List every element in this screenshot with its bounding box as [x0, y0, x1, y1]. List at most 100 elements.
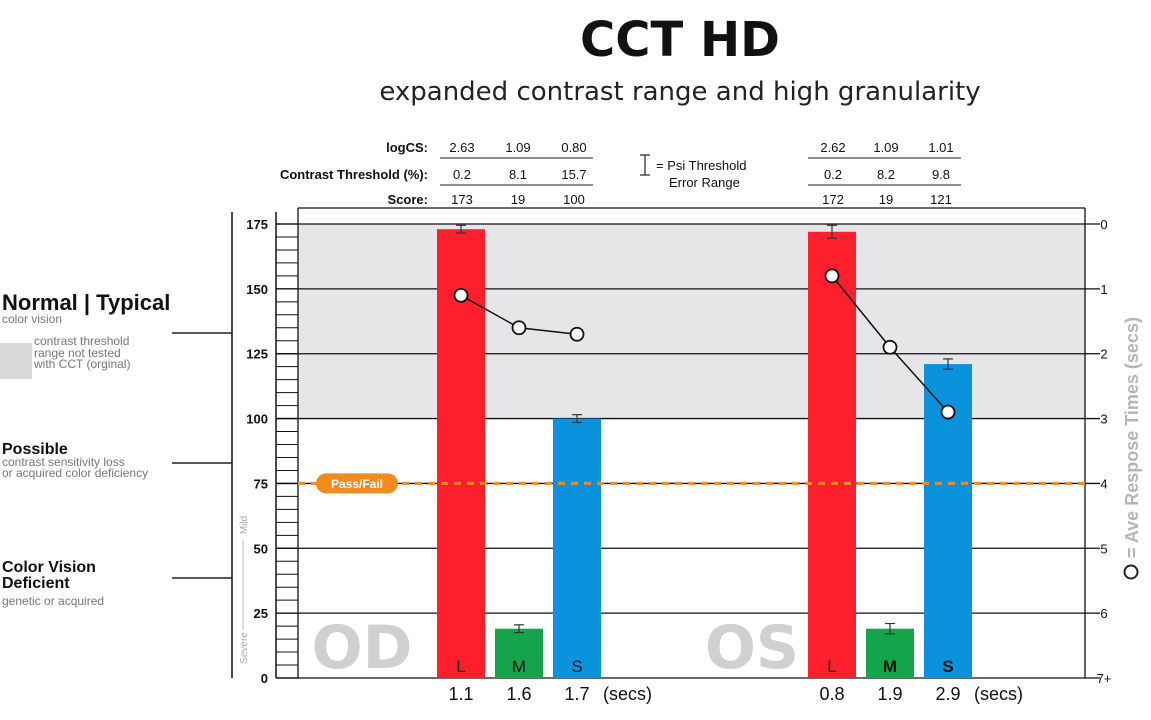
legend-error-range: Error Range — [669, 175, 740, 190]
os-logcs-l: 2.62 — [820, 140, 845, 155]
left-tick-label: 25 — [254, 606, 268, 621]
possible-sub-2: or acquired color deficiency — [2, 466, 148, 480]
response-time-point — [940, 404, 956, 420]
gray-note-1: contrast threshold — [34, 334, 129, 348]
response-time-label: 2.9 — [935, 684, 960, 704]
od-contrast-s: 15.7 — [561, 167, 586, 182]
error-bar — [572, 414, 582, 424]
normal-title: Normal | Typical — [2, 290, 170, 315]
od-score-l: 173 — [451, 192, 473, 207]
od-logcs-l: 2.63 — [449, 140, 474, 155]
od-score-s: 100 — [563, 192, 585, 207]
pass-fail-label: Pass/Fail — [331, 477, 383, 491]
response-time-label: 0.8 — [819, 684, 844, 704]
response-time-label: 1.7 — [564, 684, 589, 704]
os-contrast-s: 9.8 — [932, 167, 950, 182]
error-bar — [827, 224, 837, 239]
right-tick-label: 2 — [1100, 347, 1107, 362]
pass-fail-line: Pass/Fail — [298, 473, 1085, 494]
left-tick-label: 75 — [254, 476, 268, 491]
response-time-point — [511, 320, 527, 336]
gray-swatch — [0, 343, 32, 379]
mild-label: Mild — [239, 516, 250, 534]
row-label-logcs: logCS: — [386, 140, 428, 155]
od-contrast-l: 0.2 — [453, 167, 471, 182]
response-time-icon — [1123, 564, 1139, 580]
os-score-l: 172 — [822, 192, 844, 207]
response-time-point — [824, 268, 840, 284]
od-score-m: 19 — [511, 192, 525, 207]
bar-os-m — [866, 628, 914, 678]
page-title: CCT HD — [580, 12, 780, 68]
os-logcs-m: 1.09 — [873, 140, 898, 155]
legend-psi-threshold: = Psi Threshold — [656, 158, 746, 173]
error-bar — [885, 622, 895, 635]
os-score-m: 19 — [879, 192, 893, 207]
od-logcs-s: 0.80 — [561, 140, 586, 155]
bar-category-label: L — [827, 657, 836, 676]
response-time-label: 1.9 — [877, 684, 902, 704]
severe-label: Severe — [239, 632, 250, 664]
page-subtitle: expanded contrast range and high granula… — [379, 77, 980, 107]
bar-os-l — [808, 231, 856, 679]
bar-category-label: M — [512, 657, 526, 676]
side-annotations: Normal | Typical color vision contrast t… — [0, 290, 250, 664]
pass-fail-pill — [316, 473, 398, 494]
gray-note-2: range not tested — [34, 346, 121, 360]
error-bar — [514, 624, 524, 634]
os-score-s: 121 — [930, 192, 952, 207]
response-time-point — [569, 326, 585, 342]
cvd-subtitle: genetic or acquired — [2, 594, 104, 608]
right-axis-title-text: = Ave Respose Times (secs) — [1122, 317, 1142, 558]
response-time-point — [882, 339, 898, 355]
cvd-title-2: Deficient — [2, 575, 70, 592]
left-tick-label: 125 — [246, 347, 268, 362]
score-table: logCS: Contrast Threshold (%): Score: 2.… — [280, 140, 961, 207]
row-label-score: Score: — [388, 192, 428, 207]
os-contrast-l: 0.2 — [824, 167, 842, 182]
bar-category-label: S — [571, 657, 582, 676]
right-tick-label: 5 — [1100, 541, 1107, 556]
error-bar-legend-icon — [640, 154, 650, 176]
bar-od-s — [553, 418, 601, 678]
response-time-layer — [453, 268, 956, 420]
left-tick-label: 0 — [261, 671, 268, 686]
row-label-contrast: Contrast Threshold (%): — [280, 167, 428, 182]
bar-category-label: L — [456, 657, 465, 676]
bar-category-label: S — [942, 657, 953, 676]
possible-sub-1: contrast sensitivity loss — [2, 455, 125, 469]
od-watermark: OD — [312, 613, 413, 683]
cvd-title-1: Color Vision — [2, 559, 96, 576]
right-tick-label: 3 — [1100, 412, 1107, 427]
error-bar — [943, 358, 953, 370]
right-tick-label: 1 — [1100, 282, 1107, 297]
bottom-labels: 1.1 1.6 1.7 (secs) 0.8 1.9 2.9 (secs) — [448, 684, 1023, 704]
response-time-unit: (secs) — [974, 684, 1023, 704]
left-tick-label: 50 — [254, 541, 268, 556]
left-tick-label: 175 — [246, 217, 268, 232]
od-logcs-m: 1.09 — [505, 140, 530, 155]
bar-category-label: M — [883, 657, 897, 676]
right-axis: 0 1 2 3 4 5 6 7+ — [1097, 217, 1112, 686]
right-axis-title: = Ave Respose Times (secs) — [1122, 317, 1142, 580]
error-bar — [456, 224, 466, 234]
response-time-unit: (secs) — [603, 684, 652, 704]
gray-note-3: with CCT (orginal) — [33, 357, 130, 371]
right-tick-label: 7+ — [1097, 671, 1112, 686]
bar-od-m — [495, 628, 543, 678]
response-time-label: 1.6 — [506, 684, 531, 704]
right-tick-label: 4 — [1100, 476, 1107, 491]
left-axis: 0 25 50 75 100 125 150 175 — [231, 212, 298, 686]
os-watermark: OS — [705, 613, 799, 683]
right-tick-label: 0 — [1100, 217, 1107, 232]
response-time-point — [453, 287, 469, 303]
left-tick-label: 100 — [246, 412, 268, 427]
response-time-label: 1.1 — [448, 684, 473, 704]
od-contrast-m: 8.1 — [509, 167, 527, 182]
os-logcs-s: 1.01 — [928, 140, 953, 155]
possible-title: Possible — [2, 441, 68, 458]
right-tick-label: 6 — [1100, 606, 1107, 621]
left-tick-label: 150 — [246, 282, 268, 297]
os-contrast-m: 8.2 — [877, 167, 895, 182]
